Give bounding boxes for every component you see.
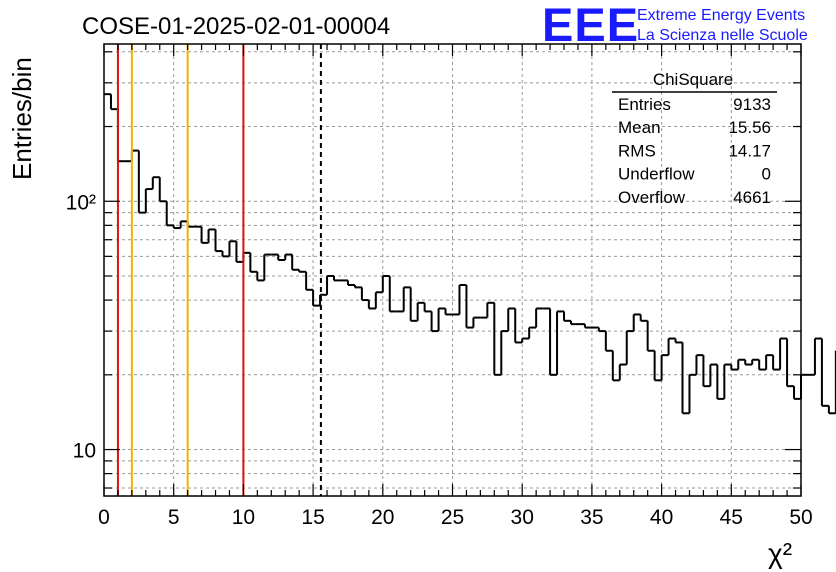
stats-row-label: Entries	[618, 95, 671, 114]
x-tick-label: 50	[789, 506, 812, 529]
stats-row-value: 0	[762, 165, 771, 184]
stats-row-value: 14.17	[728, 141, 771, 160]
y-axis-label: Entries/bin	[7, 57, 37, 180]
stats-row-label: Mean	[618, 118, 661, 137]
eee-logo: EEE	[542, 0, 639, 51]
x-tick-label: 15	[301, 506, 324, 529]
x-tick-label: 20	[371, 506, 394, 529]
cut-lines	[116, 44, 322, 496]
stats-title: ChiSquare	[653, 70, 733, 89]
stats-row-value: 9133	[733, 95, 771, 114]
chart-title: COSE-01-2025-02-01-00004	[82, 13, 390, 40]
x-axis-label: χ²	[768, 538, 792, 569]
x-tick-label: 40	[650, 506, 673, 529]
x-tick-label: 25	[441, 506, 464, 529]
x-tick-label: 10	[232, 506, 255, 529]
brand-line-2: La Scienza nelle Scuole	[637, 27, 808, 44]
stats-rows: Entries 9133 Mean 15.56 RMS 14.17 Underflow 0 Ov…	[618, 95, 771, 207]
y-tick-label: 10²	[66, 191, 96, 214]
y-tick-label: 10	[73, 440, 96, 463]
stats-row-value: 4661	[733, 188, 771, 207]
x-tick-label: 45	[720, 506, 743, 529]
x-tick-label: 0	[98, 506, 110, 529]
stats-row-label: Underflow	[618, 165, 695, 184]
stats-box: ChiSquare Entries 9133 Mean 15.56 RMS 14.17 Un…	[612, 70, 777, 207]
tick-labels: 0 5 10 15 20 25 30 35 40 45 50 10 10²	[66, 191, 813, 529]
x-tick-label: 30	[511, 506, 534, 529]
brand-line-1: Extreme Energy Events	[637, 7, 805, 24]
stats-row-label: Overflow	[618, 188, 686, 207]
stats-row-value: 15.56	[728, 118, 771, 137]
x-tick-label: 35	[580, 506, 603, 529]
axes	[103, 43, 802, 497]
x-tick-label: 5	[168, 506, 180, 529]
stats-row-label: RMS	[618, 141, 656, 160]
